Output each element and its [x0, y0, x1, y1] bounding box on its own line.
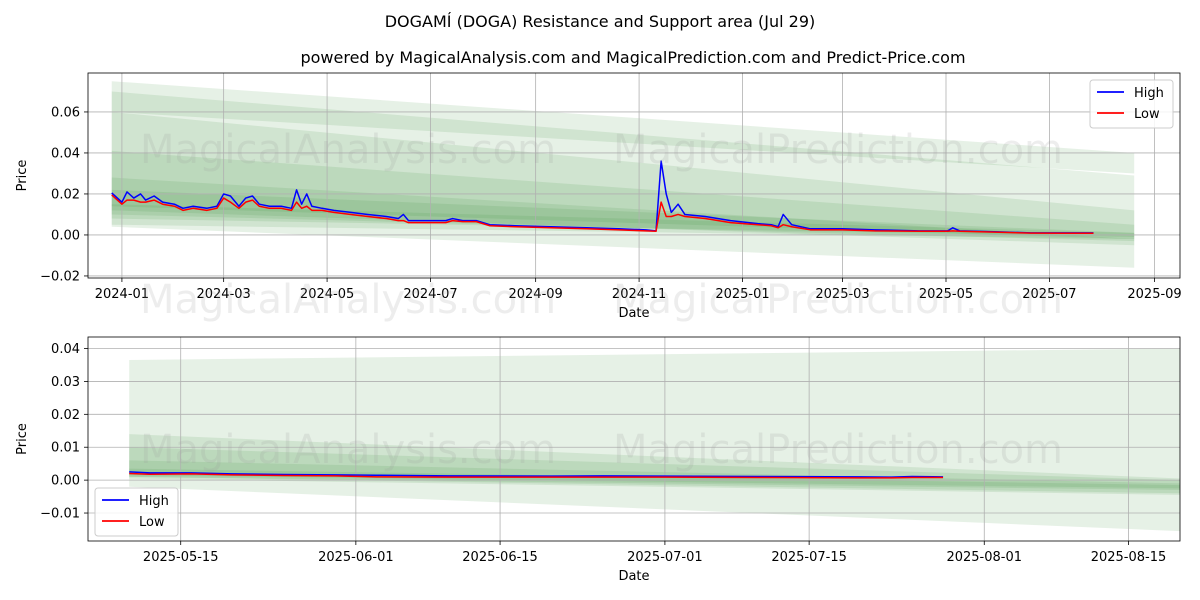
axes-frame: [87, 72, 1181, 279]
x-tick-label: 2025-08-15: [1091, 550, 1167, 565]
x-axis-label: Date: [618, 569, 649, 584]
support-resistance-band-0: [111, 81, 1135, 174]
watermark-prediction-top: MagicalPrediction.com: [613, 127, 1063, 173]
legend-label-low: Low: [139, 515, 165, 530]
x-tick-label: 2025-06-01: [318, 550, 394, 565]
legend-label-low: Low: [1134, 107, 1160, 122]
support-resistance-band-5: [129, 468, 1180, 490]
x-tick-label: 2024-01: [95, 287, 149, 302]
y-axis-label: Price: [15, 423, 30, 455]
series-line-high: [129, 471, 944, 478]
y-tick-label: 0.00: [51, 228, 80, 243]
bands: [111, 81, 1135, 268]
x-tick-label: 2025-07-01: [627, 550, 703, 565]
watermark-analysis-mid: MagicalAnalysis.com: [140, 277, 556, 323]
x-tick-label: 2025-07: [1022, 287, 1076, 302]
watermark-group: MagicalAnalysis.com MagicalPrediction.co…: [140, 127, 1063, 473]
support-resistance-band-1: [129, 384, 1180, 532]
ticks: 2024-01 2024-03 2024-05 2024-07 2024-09 2024-…: [40, 105, 1182, 302]
y-tick-label: 0.00: [51, 474, 80, 489]
watermark-prediction-bottom: MagicalPrediction.com: [613, 427, 1063, 473]
chart-subtitle: powered by MagicalAnalysis.com and Magic…: [300, 48, 965, 67]
top-panel: 2024-01 2024-03 2024-05 2024-07 2024-09 2024-…: [15, 72, 1182, 321]
legend: High Low: [1089, 79, 1174, 129]
support-resistance-band-1: [111, 91, 1135, 268]
y-tick-label: 0.02: [51, 408, 80, 423]
x-tick-label: 2024-05: [300, 287, 354, 302]
x-tick-label: 2025-05: [919, 287, 973, 302]
x-tick-label: 2025-09: [1127, 287, 1181, 302]
y-tick-label: −0.01: [40, 507, 80, 522]
y-tick-label: 0.04: [51, 146, 80, 161]
x-tick-label: 2025-06-15: [462, 550, 538, 565]
legend-label-high: High: [139, 494, 169, 509]
series-line-low: [111, 194, 1094, 235]
x-tick-label: 2024-09: [508, 287, 562, 302]
x-tick-label: 2024-03: [196, 287, 250, 302]
support-resistance-band-2: [111, 111, 1135, 242]
support-resistance-band-4: [129, 460, 1180, 489]
x-tick-label: 2024-11: [612, 287, 666, 302]
y-axis-label: Price: [15, 160, 30, 192]
legend-label-high: High: [1134, 86, 1164, 101]
ticks: 2025-05-15 2025-06-01 2025-06-15 2025-07-01…: [40, 342, 1166, 565]
grid: [88, 337, 1180, 541]
x-tick-label: 2025-07-15: [771, 550, 847, 565]
bottom-panel: 2025-05-15 2025-06-01 2025-06-15 2025-07-01…: [15, 336, 1181, 584]
support-resistance-band-0: [129, 348, 1180, 393]
x-tick-label: 2024-07: [403, 287, 457, 302]
watermark-prediction-mid: MagicalPrediction.com: [613, 277, 1063, 323]
x-axis-label: Date: [618, 306, 649, 321]
x-tick-label: 2025-03: [815, 287, 869, 302]
support-resistance-band-3: [129, 447, 1180, 494]
series-line-low: [129, 472, 944, 479]
x-tick-label: 2025-05-15: [143, 550, 219, 565]
y-tick-label: 0.03: [51, 375, 80, 390]
x-tick-label: 2025-08-01: [946, 550, 1022, 565]
support-resistance-band-3: [111, 150, 1135, 240]
y-tick-label: −0.02: [40, 269, 80, 284]
watermark-analysis-bottom: MagicalAnalysis.com: [140, 427, 556, 473]
y-tick-label: 0.01: [51, 441, 80, 456]
series-lines: [129, 471, 944, 479]
legend: High Low: [94, 487, 179, 537]
grid: [88, 73, 1180, 278]
series-lines: [111, 160, 1094, 235]
y-tick-label: 0.06: [51, 105, 80, 120]
y-tick-label: 0.04: [51, 342, 80, 357]
bands: [129, 348, 1180, 532]
support-resistance-band-4: [111, 177, 1135, 246]
series-line-high: [111, 160, 1094, 234]
x-tick-label: 2025-01: [715, 287, 769, 302]
watermark-analysis-top: MagicalAnalysis.com: [140, 127, 556, 173]
chart-title: DOGAMÍ (DOGA) Resistance and Support are…: [385, 12, 816, 31]
support-resistance-band-5: [111, 189, 1135, 237]
support-resistance-band-2: [129, 434, 1180, 495]
y-tick-label: 0.02: [51, 187, 80, 202]
axes-frame: [87, 336, 1181, 542]
